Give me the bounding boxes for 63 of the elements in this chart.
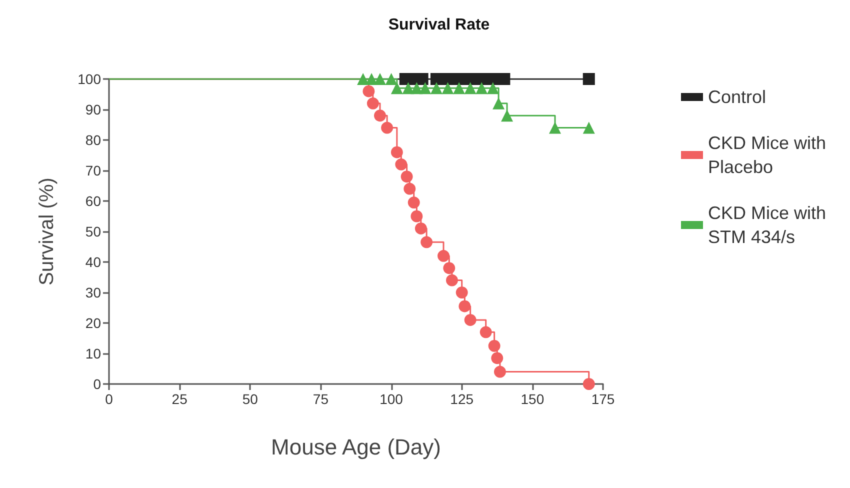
x-tick-label: 125 [450,391,474,407]
point [480,326,492,338]
y-tick-label: 60 [85,193,102,209]
point [381,122,394,134]
y-tick-label: 10 [85,346,102,362]
y-tick-label: 90 [85,102,102,118]
point [486,82,499,94]
point [385,73,398,85]
point [443,262,456,274]
x-tick-label: 150 [520,391,544,407]
point [414,222,427,234]
point [390,146,403,158]
point [390,82,403,94]
x-tick-label: 50 [242,391,258,407]
legend-label: Control [708,87,766,107]
y-tick-label: 100 [78,71,102,87]
x-tick-label: 75 [312,391,329,407]
point [492,97,505,110]
y-axis-title: Survival (%) [36,178,58,286]
point [362,85,375,98]
point [476,82,488,94]
y-tick-label: 50 [85,224,102,240]
x-tick-label: 100 [380,391,404,407]
y-tick-label: 0 [93,376,102,392]
point [458,300,471,312]
point [453,82,466,94]
chart-title: Survival Rate [388,16,490,34]
point [366,97,379,110]
x-axis-title: Mouse Age (Day) [271,434,441,460]
y-tick-label: 30 [85,284,102,300]
point [464,82,476,94]
y-tick-label: 70 [85,162,102,178]
point [404,182,416,195]
point [501,110,514,122]
point [408,196,420,209]
point [582,378,595,390]
point [442,82,454,94]
point [420,236,433,248]
y-tick-label: 20 [85,315,102,331]
legend-label: CKD Mice with STM 434/s [708,203,832,247]
x-tick-label: 25 [172,391,188,407]
point [582,73,595,85]
point [419,82,432,94]
point [395,158,408,170]
legend-label: CKD Mice with Placebo [708,133,832,177]
x-tick-label: 0 [105,391,114,407]
point [402,82,414,94]
point [494,366,506,378]
point [582,122,595,134]
point [446,274,458,286]
y-tick-label: 40 [85,254,102,270]
point [410,210,423,222]
point [456,286,468,298]
point [374,110,386,122]
y-tick-label: 80 [85,132,102,148]
point [464,314,476,326]
point [430,82,442,94]
point [488,340,500,352]
point [438,250,450,262]
point [491,352,504,364]
point [549,122,562,134]
point [400,170,413,183]
x-tick-label: 175 [591,391,615,407]
